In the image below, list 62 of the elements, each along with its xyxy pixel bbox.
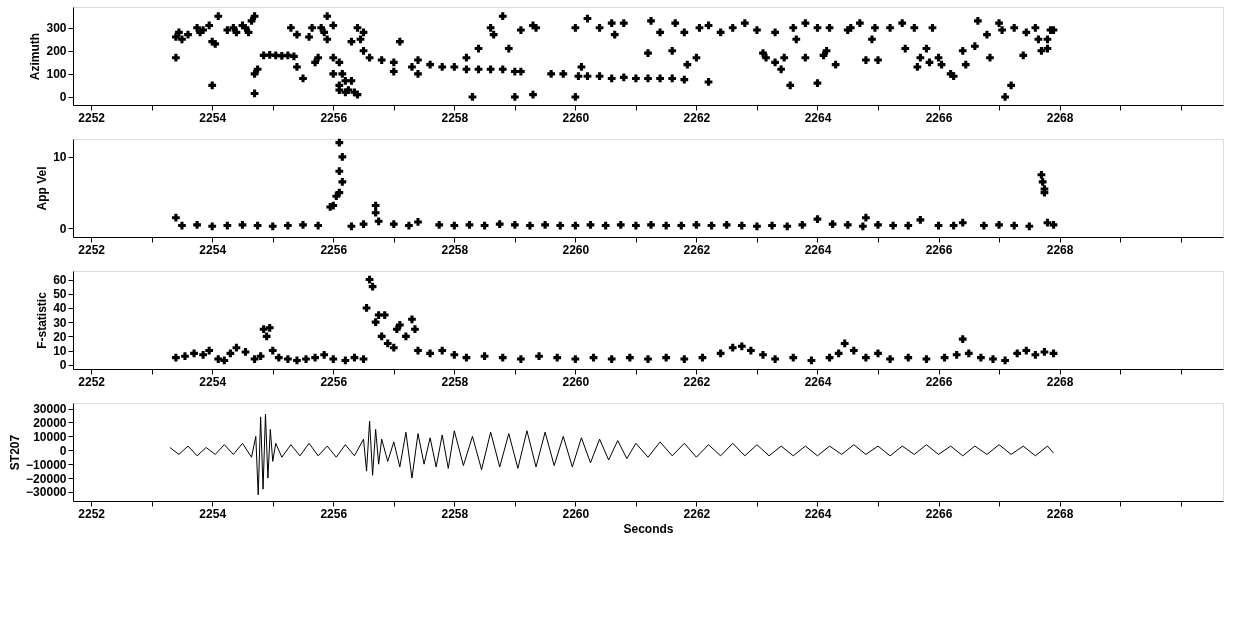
y-axis-title: F-statistic bbox=[35, 291, 50, 349]
y-tick-label: −20000 bbox=[26, 471, 67, 486]
y-tick-label: 10000 bbox=[33, 429, 67, 444]
x-tick-label: 2268 bbox=[1046, 110, 1074, 125]
x-tick-label: 2258 bbox=[441, 110, 469, 125]
x-tick-label: 2258 bbox=[441, 506, 469, 521]
x-tick-label: 2262 bbox=[683, 374, 711, 389]
x-tick-label: 2252 bbox=[78, 506, 106, 521]
y-tick-label: 0 bbox=[59, 358, 67, 373]
x-tick-label: 2262 bbox=[683, 506, 711, 521]
x-tick-label: 2260 bbox=[562, 506, 590, 521]
x-tick-label: 2256 bbox=[320, 506, 348, 521]
x-tick-label: 2264 bbox=[804, 374, 832, 389]
y-tick-label: 20000 bbox=[33, 415, 67, 430]
x-tick-label: 2262 bbox=[683, 110, 711, 125]
x-tick-label: 2264 bbox=[804, 242, 832, 257]
x-tick-label: 2264 bbox=[804, 506, 832, 521]
y-tick-label: 30 bbox=[53, 315, 67, 330]
x-tick-label: 2262 bbox=[683, 242, 711, 257]
y-tick-label: −10000 bbox=[26, 457, 67, 472]
y-tick-label: 30000 bbox=[33, 402, 67, 417]
y-tick-label: 300 bbox=[46, 21, 67, 36]
x-tick-label: 2258 bbox=[441, 374, 469, 389]
y-tick-label: 10 bbox=[53, 344, 67, 359]
y-axis-title: ST207 bbox=[8, 434, 23, 471]
x-tick-label: 2268 bbox=[1046, 374, 1074, 389]
y-tick-label: 100 bbox=[46, 67, 67, 82]
y-tick-label: 200 bbox=[46, 44, 67, 59]
x-tick-label: 2264 bbox=[804, 110, 832, 125]
y-tick-label: 0 bbox=[59, 443, 67, 458]
x-tick-label: 2258 bbox=[441, 242, 469, 257]
x-tick-label: 2256 bbox=[320, 242, 348, 257]
x-tick-label: 2254 bbox=[199, 110, 227, 125]
x-tick-label: 2252 bbox=[78, 242, 106, 257]
x-tick-label: 2256 bbox=[320, 374, 348, 389]
line-series bbox=[169, 413, 1055, 496]
y-axis-title: Azimuth bbox=[28, 32, 43, 81]
x-tick-label: 2268 bbox=[1046, 242, 1074, 257]
y-tick-label: −30000 bbox=[26, 485, 67, 500]
x-tick-label: 2266 bbox=[925, 242, 953, 257]
x-tick-label: 2256 bbox=[320, 110, 348, 125]
y-tick-label: 0 bbox=[59, 221, 67, 236]
x-tick-label: 2266 bbox=[925, 506, 953, 521]
x-tick-label: 2252 bbox=[78, 110, 106, 125]
y-tick-label: 50 bbox=[53, 287, 67, 302]
y-axis-title: App Vel bbox=[35, 166, 50, 211]
x-tick-label: 2254 bbox=[199, 374, 227, 389]
x-tick-label: 2266 bbox=[925, 110, 953, 125]
x-tick-label: 2252 bbox=[78, 374, 106, 389]
y-tick-label: 20 bbox=[53, 329, 67, 344]
x-tick-label: 2266 bbox=[925, 374, 953, 389]
y-tick-label: 10 bbox=[53, 150, 67, 165]
x-tick-label: 2260 bbox=[562, 110, 590, 125]
x-tick-label: 2254 bbox=[199, 506, 227, 521]
x-tick-label: 2260 bbox=[562, 242, 590, 257]
y-tick-label: 60 bbox=[53, 273, 67, 288]
x-tick-label: 2260 bbox=[562, 374, 590, 389]
y-tick-label: 0 bbox=[59, 90, 67, 105]
y-tick-label: 40 bbox=[53, 301, 67, 316]
x-tick-label: 2268 bbox=[1046, 506, 1074, 521]
x-tick-label: 2254 bbox=[199, 242, 227, 257]
x-axis-title: Seconds bbox=[623, 521, 674, 536]
